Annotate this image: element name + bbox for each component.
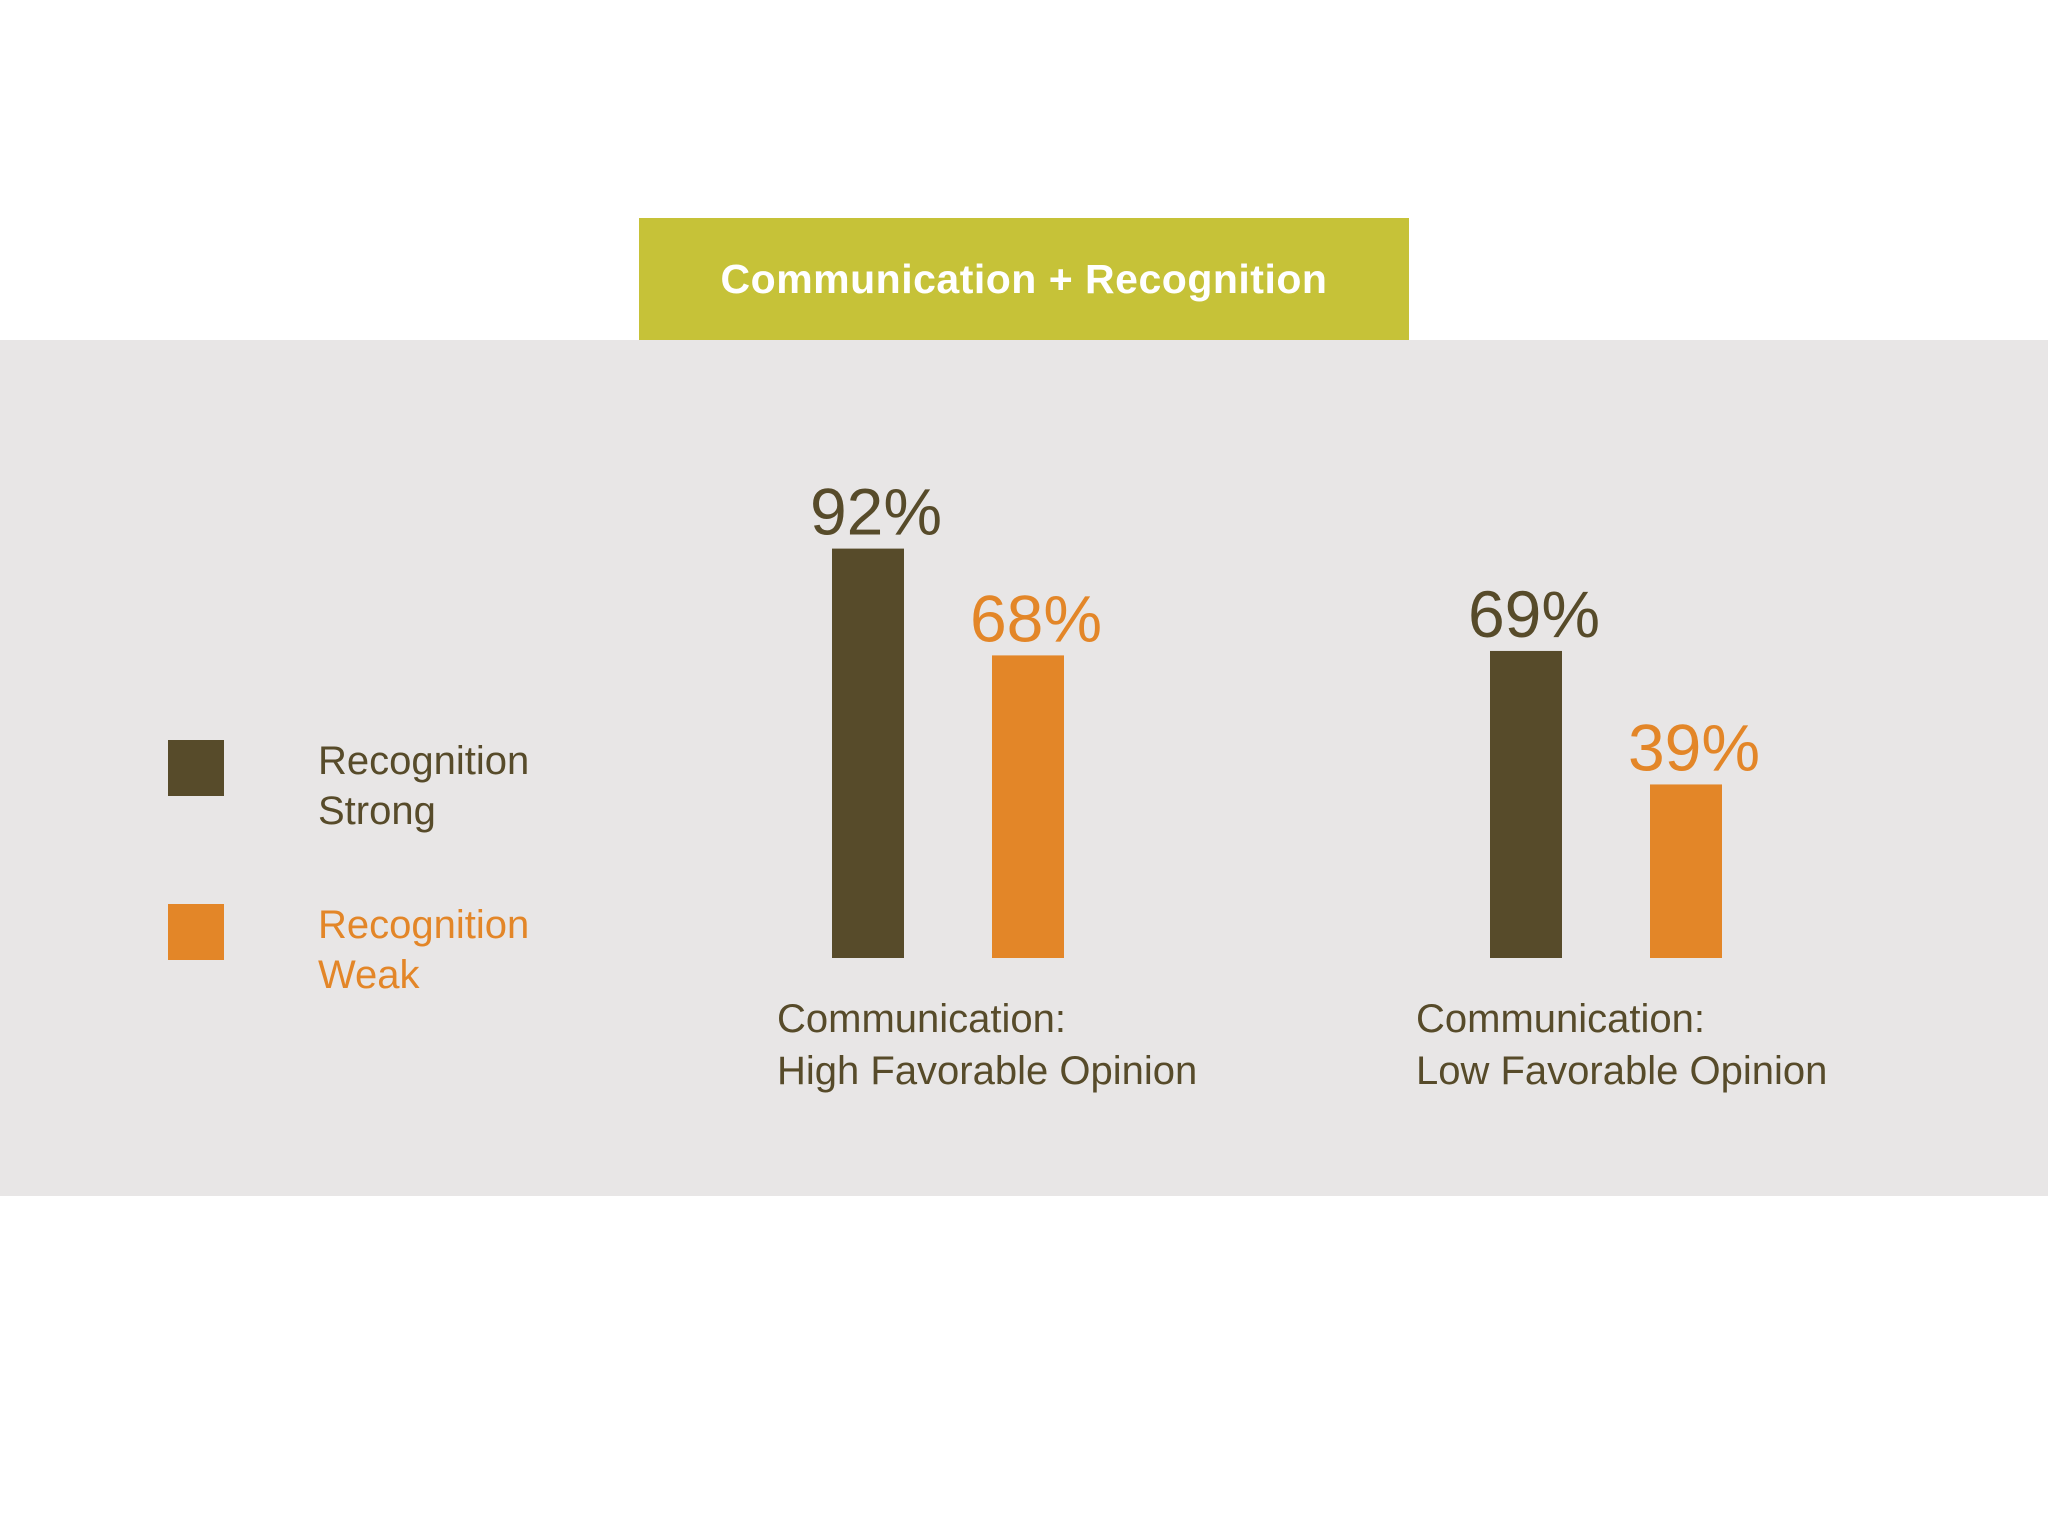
bar-strong-1 [1490,650,1562,958]
bar-strong-0 [832,548,904,958]
legend-item-recognition-weak: Recognition Weak [168,900,529,1000]
category-label-1-line-0: Communication: [1416,997,1705,1041]
legend-item-recognition-strong: Recognition Strong [168,736,529,836]
chart-title-banner: Communication + Recognition [639,218,1409,340]
legend-swatch-strong [168,740,224,796]
category-label-0-line-1: High Favorable Opinion [777,1049,1197,1093]
data-label-weak-0: 68% [970,581,1102,655]
bar-weak-0 [992,655,1064,958]
data-label-weak-1: 39% [1628,710,1760,784]
data-label-strong-0: 92% [810,475,942,549]
legend-label-strong: Recognition Strong [318,739,530,833]
legend-swatch-weak [168,904,224,960]
category-label-0-line-0: Communication: [777,997,1066,1041]
bar-weak-1 [1650,784,1722,958]
category-label-1-line-1: Low Favorable Opinion [1416,1049,1827,1093]
legend-label-weak: Recognition Weak [318,903,530,997]
data-label-strong-1: 69% [1468,577,1600,651]
chart-title: Communication + Recognition [720,255,1328,302]
